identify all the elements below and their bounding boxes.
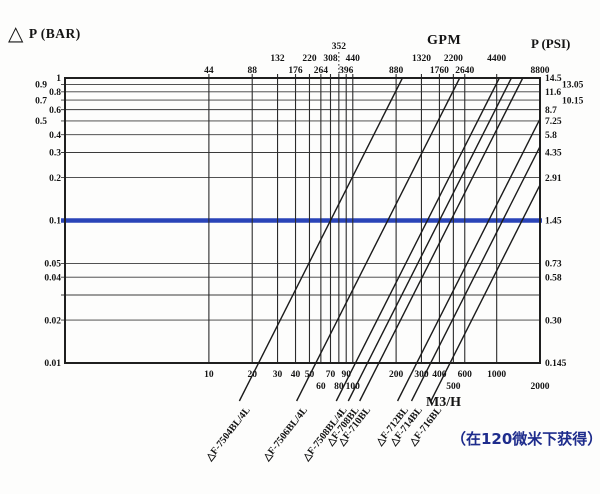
bottom-axis-tick: 500 [446, 382, 461, 392]
top-axis-tick: 880 [389, 66, 404, 76]
top-axis-tick: 308 [323, 54, 338, 64]
series-line [296, 77, 461, 402]
right-axis-tick: 11.6 [545, 88, 561, 98]
bottom-axis-tick: 400 [432, 370, 447, 380]
right-axis-tick: 7.25 [545, 117, 562, 127]
series-label: △F-7504BL/4L [203, 405, 252, 464]
right-axis-tick: 1.45 [545, 217, 562, 227]
top-axis-tick: 44 [204, 66, 214, 76]
left-axis-tick: 0.2 [49, 174, 61, 184]
left-axis-tick: 0.1 [49, 217, 61, 227]
series-line [396, 118, 541, 402]
left-axis-tick: 0.01 [44, 359, 61, 369]
right-axis-tick: 4.35 [545, 149, 562, 159]
left-axis-tick: 1 [56, 74, 61, 84]
top-axis-tick: 396 [339, 66, 354, 76]
top-axis-tick: 264 [314, 66, 329, 76]
left-axis-title: △ P (BAR) [8, 21, 81, 46]
left-axis-tick: 0.7 [35, 96, 47, 106]
top-axis-tick: 220 [302, 54, 317, 64]
top-axis-tick: 352 [332, 42, 347, 52]
right-axis-tick: 0.73 [545, 260, 562, 270]
series-line [430, 184, 541, 402]
plot-border [64, 77, 541, 364]
left-axis-tick: 0.02 [44, 316, 61, 326]
micron-condition-note: （在120微米下获得） [451, 430, 600, 448]
right-axis-tick: 0.145 [545, 359, 567, 369]
bottom-axis-tick: 10 [204, 370, 214, 380]
bottom-axis-tick: 40 [291, 370, 301, 380]
bottom-axis-tick: 80 [334, 382, 344, 392]
top-axis-tick: 88 [247, 66, 257, 76]
bottom-axis-tick: 300 [414, 370, 429, 380]
bottom-axis-tick: 600 [458, 370, 473, 380]
top-axis-tick: 1320 [412, 54, 431, 64]
right-axis-tick: 2.91 [545, 174, 562, 184]
bottom-axis-tick: 70 [326, 370, 336, 380]
top-axis-tick: 1760 [430, 66, 449, 76]
series-line [359, 77, 524, 402]
bottom-axis-tick: 1000 [487, 370, 506, 380]
right-axis-tick: 0.30 [545, 316, 562, 326]
left-axis-title-text: P (BAR) [28, 26, 81, 41]
left-axis-tick: 0.8 [49, 88, 61, 98]
bottom-axis-tick: 90 [341, 370, 351, 380]
left-axis-tick: 0.5 [35, 117, 47, 127]
right-axis-tick: 14.5 [545, 74, 562, 84]
bottom-axis-tick: 200 [389, 370, 404, 380]
bottom-axis-tick: 2000 [531, 382, 550, 392]
top-axis-tick: 440 [346, 54, 361, 64]
right-axis-tick: 8.7 [545, 106, 557, 116]
left-axis-tick: 0.05 [44, 260, 61, 270]
right-axis-tick: 5.8 [545, 131, 557, 141]
bottom-axis-title: M3/H [426, 395, 461, 410]
left-axis-tick: 0.3 [49, 149, 61, 159]
top-axis-tick: 2200 [444, 54, 463, 64]
series-line [335, 77, 500, 402]
top-axis-tick: 132 [270, 54, 285, 64]
top-axis-tick: 2640 [455, 66, 474, 76]
left-axis-tick: 0.6 [49, 106, 61, 116]
left-axis-tick: 0.4 [49, 131, 61, 141]
series-line [347, 77, 512, 402]
top-axis-tick: 8800 [531, 66, 550, 76]
series-line [410, 146, 541, 402]
series-line [238, 77, 404, 402]
delta-icon: △ [8, 23, 24, 45]
right-axis-tick: 10.15 [562, 96, 584, 106]
right-axis-tick: 0.58 [545, 273, 562, 283]
right-axis-tick: 13.05 [562, 81, 584, 91]
left-axis-tick: 0.04 [44, 273, 61, 283]
right-axis-title: P (PSI) [531, 36, 571, 51]
top-axis-tick: 4400 [487, 54, 506, 64]
bottom-axis-tick: 100 [346, 382, 361, 392]
top-axis-title: GPM [427, 33, 462, 48]
bottom-axis-tick: 60 [316, 382, 326, 392]
left-axis-tick: 0.9 [35, 81, 47, 91]
bottom-axis-tick: 30 [273, 370, 283, 380]
top-axis-tick: 176 [288, 66, 303, 76]
